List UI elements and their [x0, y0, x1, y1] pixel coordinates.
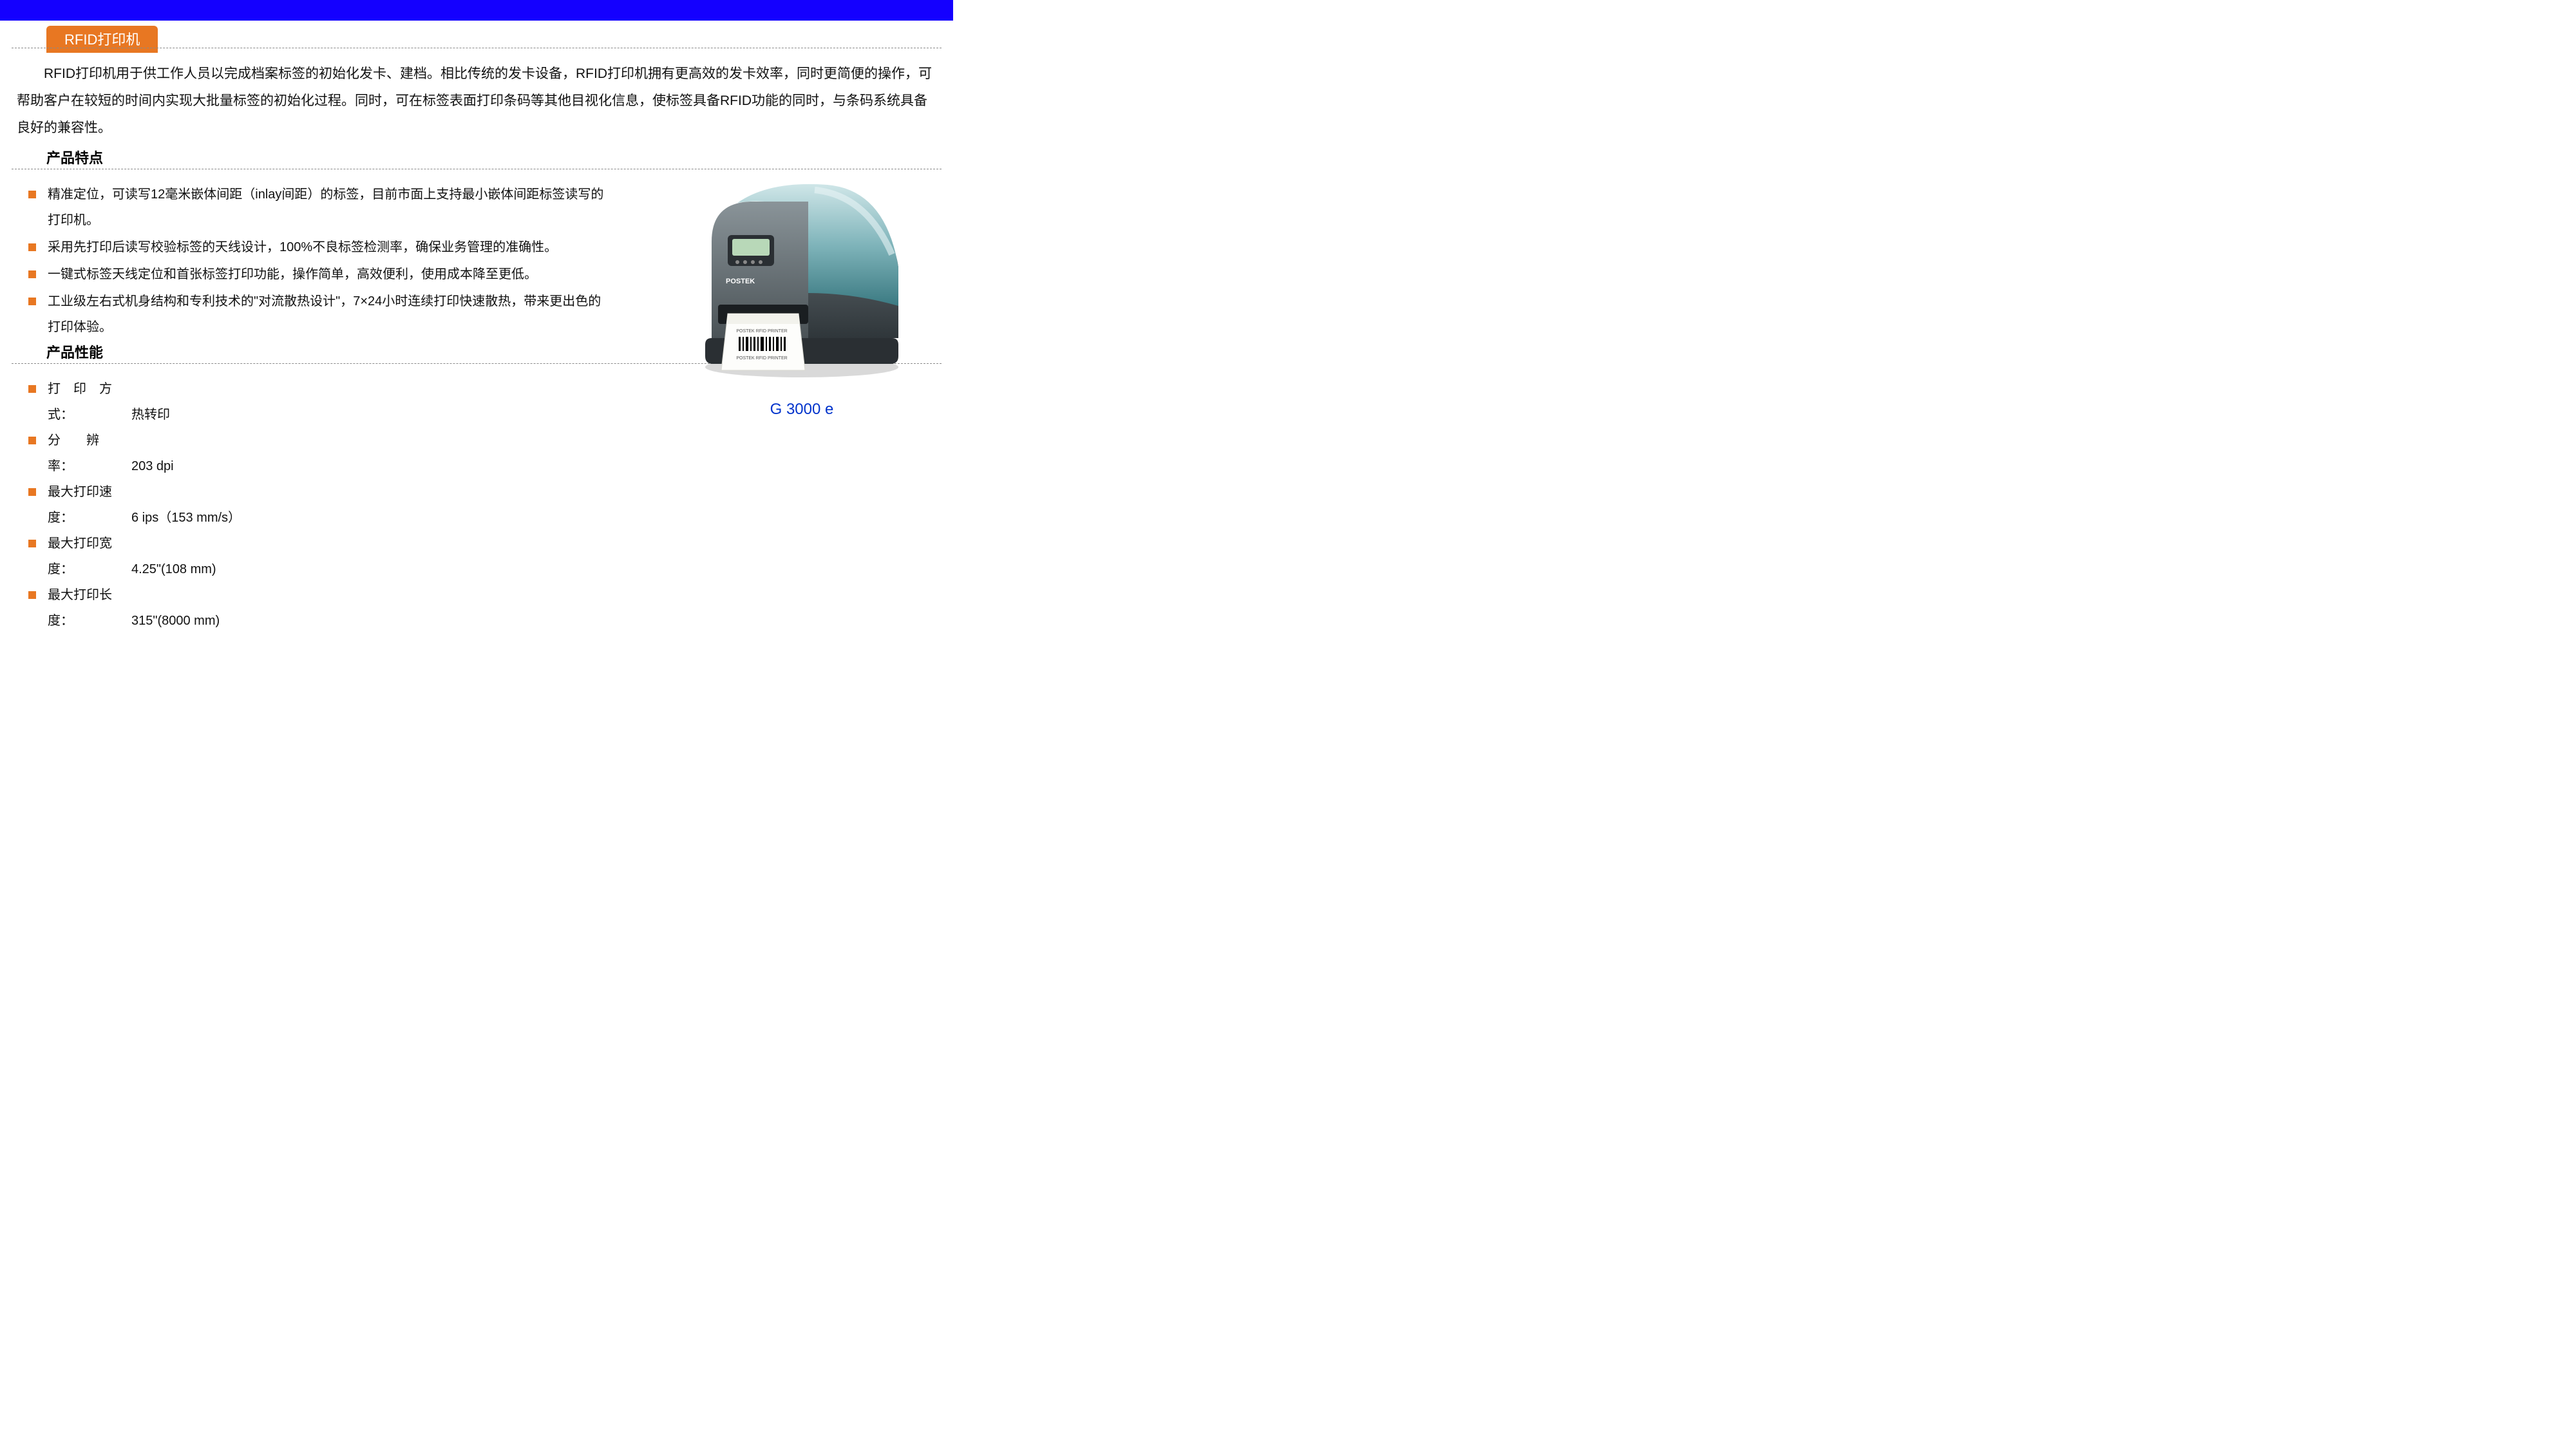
spec-value: 203 dpi — [131, 459, 174, 473]
page-title-tab: RFID打印机 — [46, 26, 158, 53]
spec-item: 分 辨 率：203 dpi — [26, 428, 241, 479]
spec-label: 分 辨 率： — [48, 428, 131, 479]
spec-item: 最大打印速度：6 ips（153 mm/s） — [26, 479, 241, 531]
svg-text:POSTEK RFID PRINTER: POSTEK RFID PRINTER — [736, 329, 787, 334]
specs-heading: 产品性能 — [46, 341, 103, 362]
printer-brand-text: POSTEK — [726, 278, 755, 285]
feature-item: 一键式标签天线定位和首张标签打印功能，操作简单，高效便利，使用成本降至更低。 — [26, 261, 605, 287]
specs-list: 打 印 方 式：热转印 分 辨 率：203 dpi 最大打印速度：6 ips（1… — [26, 376, 241, 634]
spec-item: 最大打印宽度：4.25"(108 mm) — [26, 531, 241, 582]
spec-label: 最大打印宽度： — [48, 531, 131, 582]
spec-label: 最大打印速度： — [48, 479, 131, 531]
feature-item: 工业级左右式机身结构和专利技术的"对流散热设计"，7×24小时连续打印快速散热，… — [26, 289, 605, 340]
spec-value: 315"(8000 mm) — [131, 614, 220, 628]
spec-label: 打 印 方 式： — [48, 376, 131, 428]
spec-item: 最大打印长度：315"(8000 mm) — [26, 582, 241, 634]
spec-label: 最大打印长度： — [48, 582, 131, 634]
spec-value: 热转印 — [131, 408, 170, 422]
feature-item: 采用先打印后读写校验标签的天线设计，100%不良标签检测率，确保业务管理的准确性… — [26, 234, 605, 260]
feature-item: 精准定位，可读写12毫米嵌体间距（inlay间距）的标签，目前市面上支持最小嵌体… — [26, 182, 605, 233]
printer-icon: POSTEK POSTEK RFID PRINTER POSTEK RFID P… — [692, 177, 911, 383]
features-heading: 产品特点 — [46, 147, 103, 167]
features-list: 精准定位，可读写12毫米嵌体间距（inlay间距）的标签，目前市面上支持最小嵌体… — [26, 182, 605, 341]
top-bar — [0, 0, 953, 21]
spec-item: 打 印 方 式：热转印 — [26, 376, 241, 428]
spec-value: 4.25"(108 mm) — [131, 562, 216, 576]
spec-value: 6 ips（153 mm/s） — [131, 511, 241, 525]
svg-text:POSTEK RFID PRINTER: POSTEK RFID PRINTER — [736, 356, 787, 361]
intro-paragraph: RFID打印机用于供工作人员以完成档案标签的初始化发卡、建档。相比传统的发卡设备… — [17, 61, 936, 142]
printer-figure: POSTEK POSTEK RFID PRINTER POSTEK RFID P… — [689, 177, 914, 419]
printer-model-label: G 3000 e — [689, 401, 914, 419]
